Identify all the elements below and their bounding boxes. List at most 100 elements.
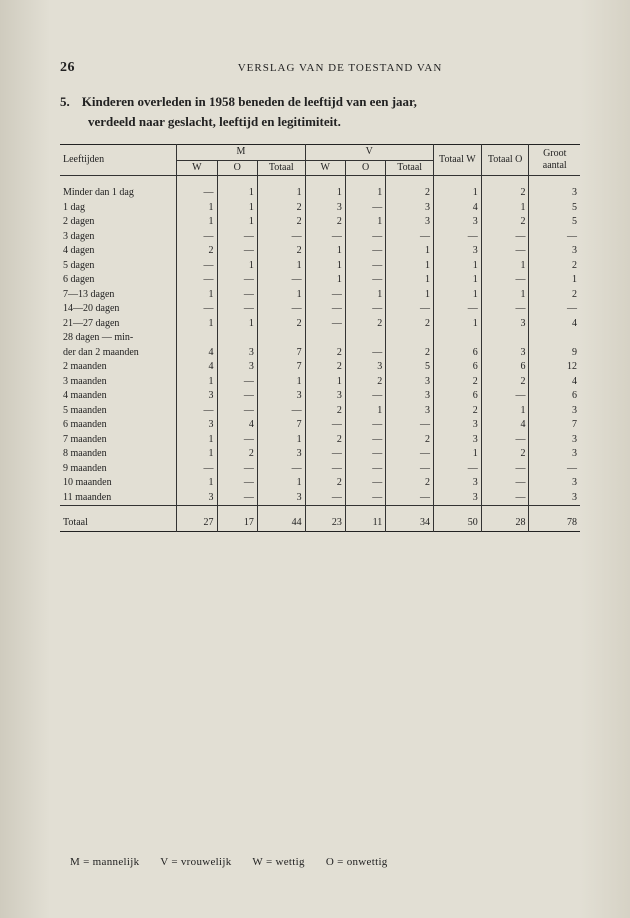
- row-label: 6 maanden: [60, 418, 177, 433]
- col-group-m: M: [177, 145, 305, 161]
- cell-vt: 2: [386, 433, 434, 448]
- cell-to: 2: [481, 215, 529, 230]
- cell-mo: —: [217, 404, 257, 419]
- cell-ga: 3: [529, 476, 580, 491]
- col-sub-v-totaal: Totaal: [386, 160, 434, 176]
- cell-mw: 3: [177, 491, 217, 506]
- cell-vt: —: [386, 447, 434, 462]
- cell-ga: 6: [529, 389, 580, 404]
- cell-vo: —: [345, 302, 385, 317]
- cell-vo: —: [345, 230, 385, 245]
- cell-vw: —: [305, 230, 345, 245]
- cell-vt: 3: [386, 389, 434, 404]
- cell-tw: 3: [433, 215, 481, 230]
- cell-to: —: [481, 230, 529, 245]
- cell-vo: 2: [345, 375, 385, 390]
- total-vo: 11: [345, 516, 385, 531]
- table-row: 6 maanden347———347: [60, 418, 580, 433]
- cell-ga: 7: [529, 418, 580, 433]
- cell-vw: —: [305, 447, 345, 462]
- cell-ga: —: [529, 462, 580, 477]
- cell-vo: —: [345, 273, 385, 288]
- cell-to: 2: [481, 375, 529, 390]
- cell-to: 2: [481, 447, 529, 462]
- title-line-1: Kinderen overleden in 1958 beneden de le…: [82, 94, 417, 110]
- cell-tw: 4: [433, 201, 481, 216]
- cell-mw: 1: [177, 476, 217, 491]
- cell-vw: 3: [305, 389, 345, 404]
- cell-vo: 2: [345, 317, 385, 332]
- cell-mw: 1: [177, 447, 217, 462]
- cell-tw: [433, 331, 481, 346]
- row-label: 3 dagen: [60, 230, 177, 245]
- cell-to: —: [481, 389, 529, 404]
- row-label: Minder dan 1 dag: [60, 186, 177, 201]
- cell-tw: 1: [433, 447, 481, 462]
- row-label: 4 dagen: [60, 244, 177, 259]
- cell-mw: [177, 331, 217, 346]
- cell-vo: 1: [345, 288, 385, 303]
- cell-tw: 1: [433, 317, 481, 332]
- cell-tw: —: [433, 462, 481, 477]
- cell-mo: —: [217, 491, 257, 506]
- table-row: 3 maanden1—1123224: [60, 375, 580, 390]
- cell-tw: 3: [433, 491, 481, 506]
- table-row: 7—13 dagen1—1—11112: [60, 288, 580, 303]
- cell-mo: —: [217, 433, 257, 448]
- table-row: 3 dagen—————————: [60, 230, 580, 245]
- total-vt: 34: [386, 516, 434, 531]
- cell-ga: 3: [529, 244, 580, 259]
- cell-vo: —: [345, 259, 385, 274]
- section-title: 5. Kinderen overleden in 1958 beneden de…: [60, 94, 580, 110]
- legend-o: O = onwettig: [326, 856, 388, 868]
- legend: M = mannelijk V = vrouwelijk W = wettig …: [70, 856, 388, 868]
- section-number: 5.: [60, 94, 70, 110]
- title-line-2: verdeeld naar geslacht, leeftijd en legi…: [88, 114, 580, 130]
- table-row: 6 dagen———1—11—1: [60, 273, 580, 288]
- cell-mo: 1: [217, 201, 257, 216]
- cell-vw: 2: [305, 215, 345, 230]
- cell-mt: 2: [257, 244, 305, 259]
- cell-vw: —: [305, 317, 345, 332]
- cell-to: 1: [481, 201, 529, 216]
- cell-vo: 3: [345, 360, 385, 375]
- cell-vo: —: [345, 418, 385, 433]
- cell-to: —: [481, 273, 529, 288]
- cell-vw: —: [305, 491, 345, 506]
- cell-mo: —: [217, 288, 257, 303]
- cell-mt: 7: [257, 346, 305, 361]
- cell-vw: 2: [305, 346, 345, 361]
- row-label: 7—13 dagen: [60, 288, 177, 303]
- cell-tw: 3: [433, 476, 481, 491]
- row-label: der dan 2 maanden: [60, 346, 177, 361]
- cell-to: 4: [481, 418, 529, 433]
- col-group-v: V: [305, 145, 433, 161]
- page-header: 26 VERSLAG VAN DE TOESTAND VAN: [60, 60, 580, 76]
- cell-mt: 3: [257, 389, 305, 404]
- cell-mo: 3: [217, 346, 257, 361]
- cell-mt: —: [257, 273, 305, 288]
- row-label: 5 dagen: [60, 259, 177, 274]
- row-label: 11 maanden: [60, 491, 177, 506]
- cell-mt: [257, 331, 305, 346]
- cell-vt: 3: [386, 404, 434, 419]
- row-label: 28 dagen — min-: [60, 331, 177, 346]
- cell-tw: 3: [433, 244, 481, 259]
- cell-vt: —: [386, 418, 434, 433]
- cell-vt: 5: [386, 360, 434, 375]
- cell-mo: —: [217, 302, 257, 317]
- cell-vo: —: [345, 462, 385, 477]
- cell-mt: 7: [257, 360, 305, 375]
- cell-mw: 1: [177, 433, 217, 448]
- col-sub-m-totaal: Totaal: [257, 160, 305, 176]
- cell-vw: 3: [305, 201, 345, 216]
- row-label: 14—20 dagen: [60, 302, 177, 317]
- cell-mw: 1: [177, 375, 217, 390]
- cell-mo: [217, 331, 257, 346]
- page-number: 26: [60, 60, 100, 76]
- row-label: 8 maanden: [60, 447, 177, 462]
- cell-mt: 7: [257, 418, 305, 433]
- cell-ga: 5: [529, 215, 580, 230]
- cell-to: —: [481, 302, 529, 317]
- col-sub-m-o: O: [217, 160, 257, 176]
